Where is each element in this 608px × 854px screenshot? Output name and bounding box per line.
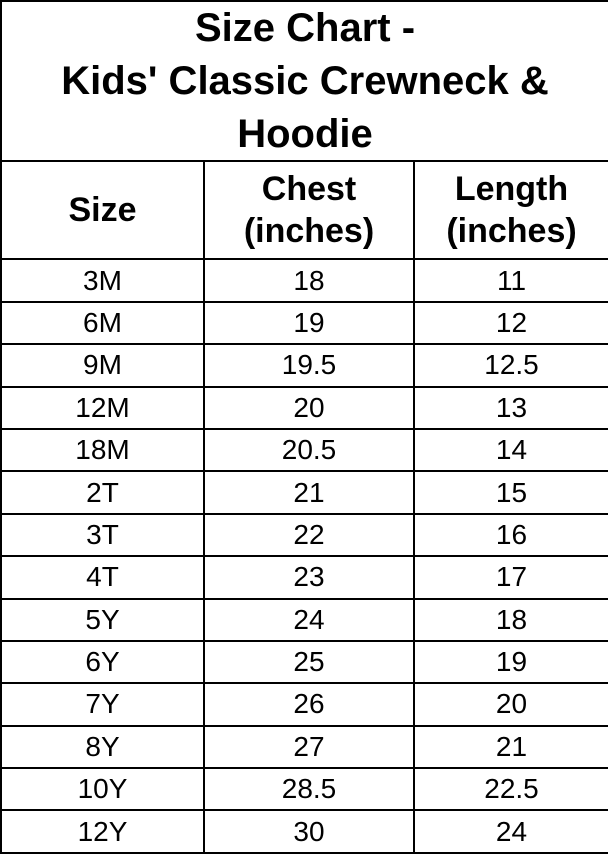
size-cell: 10Y: [0, 767, 205, 812]
length-cell: 11: [412, 258, 608, 303]
chest-cell: 27: [203, 724, 415, 770]
size-cell: 5Y: [0, 597, 205, 642]
column-header-length: Length (inches): [412, 160, 608, 261]
chart-title-line-2: Kids' Classic Crewneck & Hoodie: [61, 58, 549, 156]
table-row: 6Y 25 19: [0, 639, 608, 685]
column-header-chest: Chest (inches): [203, 160, 415, 261]
chest-cell: 23: [203, 555, 415, 600]
size-cell: 18M: [0, 427, 205, 473]
size-cell: 6Y: [0, 639, 205, 685]
length-cell: 17: [412, 555, 608, 600]
table-row: 18M 20.5 14: [0, 427, 608, 473]
length-cell: 20: [412, 682, 608, 727]
chest-cell: 19.5: [203, 343, 415, 388]
table-row: 3M 18 11: [0, 258, 608, 303]
length-cell: 15: [412, 470, 608, 515]
chest-cell: 25: [203, 639, 415, 685]
table-row: 9M 19.5 12.5: [0, 343, 608, 388]
table-row: 3T 22 16: [0, 512, 608, 558]
length-cell: 12.5: [412, 343, 608, 388]
chest-cell: 20: [203, 385, 415, 430]
table-row: 5Y 24 18: [0, 597, 608, 642]
chest-cell: 28.5: [203, 767, 415, 812]
size-cell: 4T: [0, 555, 205, 600]
table-row: 2T 21 15: [0, 470, 608, 515]
size-cell: 9M: [0, 343, 205, 388]
chest-cell: 30: [203, 809, 415, 854]
size-cell: 8Y: [0, 724, 205, 770]
table-row: 12M 20 13: [0, 385, 608, 430]
length-cell: 22.5: [412, 767, 608, 812]
length-cell: 24: [412, 809, 608, 854]
table-row: 10Y 28.5 22.5: [0, 767, 608, 812]
chest-cell: 18: [203, 258, 415, 303]
chart-title: Size Chart - Kids' Classic Crewneck & Ho…: [0, 0, 608, 163]
size-cell: 6M: [0, 300, 205, 346]
size-cell: 3M: [0, 258, 205, 303]
table-row: 6M 19 12: [0, 300, 608, 346]
length-cell: 14: [412, 427, 608, 473]
size-cell: 3T: [0, 512, 205, 558]
length-cell: 18: [412, 597, 608, 642]
chest-cell: 26: [203, 682, 415, 727]
chest-cell: 19: [203, 300, 415, 346]
title-row: Size Chart - Kids' Classic Crewneck & Ho…: [0, 0, 608, 163]
length-cell: 16: [412, 512, 608, 558]
chest-cell: 20.5: [203, 427, 415, 473]
table-row: 7Y 26 20: [0, 682, 608, 727]
length-cell: 19: [412, 639, 608, 685]
size-cell: 12M: [0, 385, 205, 430]
length-cell: 13: [412, 385, 608, 430]
column-header-size: Size: [0, 160, 205, 261]
length-cell: 21: [412, 724, 608, 770]
chest-cell: 22: [203, 512, 415, 558]
chest-cell: 24: [203, 597, 415, 642]
table-row: 4T 23 17: [0, 555, 608, 600]
length-cell: 12: [412, 300, 608, 346]
size-cell: 12Y: [0, 809, 205, 854]
table-row: 8Y 27 21: [0, 724, 608, 770]
size-cell: 2T: [0, 470, 205, 515]
size-cell: 7Y: [0, 682, 205, 727]
chest-cell: 21: [203, 470, 415, 515]
table-row: 12Y 30 24: [0, 809, 608, 854]
chart-title-line-1: Size Chart -: [194, 6, 416, 50]
header-row: Size Chest (inches) Length (inches): [0, 160, 608, 261]
